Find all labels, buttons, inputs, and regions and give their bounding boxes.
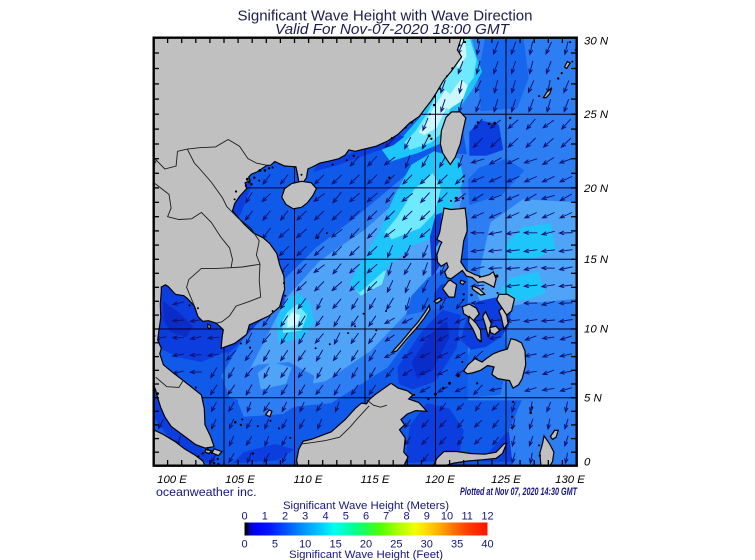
svg-text:5: 5	[343, 511, 349, 523]
svg-text:130 E: 130 E	[555, 474, 585, 486]
svg-text:3: 3	[302, 511, 308, 523]
svg-text:10 N: 10 N	[584, 324, 609, 336]
svg-text:11: 11	[461, 511, 472, 523]
svg-text:8: 8	[403, 511, 409, 523]
svg-text:Valid For Nov-07-2020 18:00 GM: Valid For Nov-07-2020 18:00 GMT	[275, 22, 510, 38]
svg-text:110 E: 110 E	[294, 474, 323, 486]
svg-text:125 E: 125 E	[491, 474, 521, 486]
svg-text:7: 7	[383, 511, 389, 523]
svg-text:100 E: 100 E	[157, 474, 187, 486]
svg-text:2: 2	[282, 511, 288, 523]
svg-text:Plotted at Nov 07, 2020 14:30: Plotted at Nov 07, 2020 14:30 GMT	[460, 486, 578, 498]
svg-text:25 N: 25 N	[583, 109, 609, 121]
svg-text:105 E: 105 E	[225, 474, 255, 486]
svg-text:9: 9	[424, 511, 430, 523]
svg-text:20 N: 20 N	[583, 183, 609, 195]
svg-text:0: 0	[241, 511, 247, 523]
svg-text:115 E: 115 E	[361, 474, 390, 486]
svg-text:Significant Wave Height (Feet): Significant Wave Height (Feet)	[289, 549, 443, 560]
svg-text:oceanweather inc.: oceanweather inc.	[156, 485, 257, 499]
svg-text:0: 0	[241, 539, 247, 551]
svg-text:20: 20	[360, 539, 372, 551]
svg-text:10: 10	[299, 539, 311, 551]
svg-text:12: 12	[481, 511, 493, 523]
svg-text:10: 10	[441, 511, 453, 523]
svg-text:30 N: 30 N	[584, 36, 609, 48]
svg-text:120 E: 120 E	[425, 474, 455, 486]
svg-text:5: 5	[272, 539, 278, 551]
svg-text:30: 30	[421, 539, 433, 551]
svg-text:35: 35	[451, 539, 463, 551]
svg-text:6: 6	[363, 511, 369, 523]
svg-text:4: 4	[322, 511, 328, 523]
svg-text:25: 25	[390, 539, 402, 551]
svg-text:0: 0	[584, 457, 591, 469]
svg-text:Significant Wave Height with W: Significant Wave Height with Wave Direct…	[238, 8, 533, 25]
svg-text:15: 15	[329, 539, 341, 551]
svg-text:40: 40	[481, 539, 493, 551]
svg-text:5 N: 5 N	[584, 393, 602, 405]
svg-text:15 N: 15 N	[584, 254, 609, 266]
svg-text:1: 1	[262, 511, 268, 523]
svg-text:Significant Wave Height (Meter: Significant Wave Height (Meters)	[283, 500, 449, 512]
